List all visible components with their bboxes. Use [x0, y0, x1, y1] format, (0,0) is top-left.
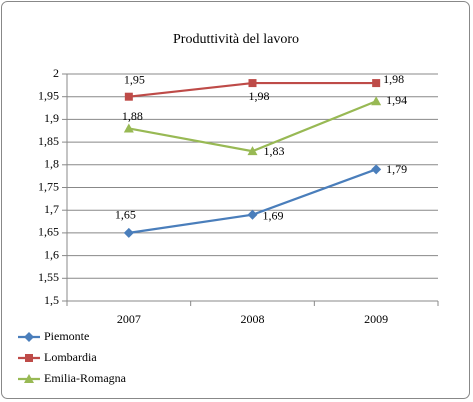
y-tick-label: 1,8 [44, 157, 59, 171]
marker [371, 96, 382, 106]
marker [248, 79, 257, 88]
y-tick-label: 1,55 [38, 270, 59, 284]
x-tick-label: 2009 [364, 312, 388, 326]
marker [371, 164, 382, 175]
data-label: 1,94 [386, 93, 407, 107]
chart-title: Produttività del lavoro [173, 32, 299, 47]
legend-label: Emilia-Romagna [44, 371, 127, 385]
y-tick-label: 1,9 [44, 111, 59, 125]
y-tick-label: 2 [53, 66, 59, 80]
marker [24, 374, 34, 383]
marker [372, 79, 381, 88]
marker [123, 123, 134, 133]
y-tick-label: 1,6 [44, 247, 59, 261]
y-tick-label: 1,95 [38, 88, 59, 102]
legend-label: Piemonte [44, 329, 89, 343]
marker [247, 146, 258, 156]
y-tick-label: 1,75 [38, 179, 59, 193]
data-label: 1,95 [124, 72, 145, 86]
x-tick-label: 2008 [241, 312, 265, 326]
marker [25, 354, 33, 362]
data-label: 1,98 [383, 72, 404, 86]
data-label: 1,83 [264, 144, 285, 158]
marker [24, 332, 34, 342]
data-label: 1,88 [122, 109, 143, 123]
data-label: 1,98 [249, 89, 270, 103]
y-tick-label: 1,5 [44, 293, 59, 307]
marker [123, 227, 134, 238]
y-tick-label: 1,7 [44, 202, 59, 216]
legend-label: Lombardia [44, 350, 97, 364]
y-tick-label: 1,65 [38, 225, 59, 239]
y-tick-label: 1,85 [38, 134, 59, 148]
marker [124, 92, 133, 101]
x-tick-label: 2007 [117, 312, 141, 326]
data-label: 1,69 [263, 208, 284, 222]
data-label: 1,65 [115, 208, 136, 222]
data-label: 1,79 [386, 162, 407, 176]
marker [247, 209, 258, 220]
